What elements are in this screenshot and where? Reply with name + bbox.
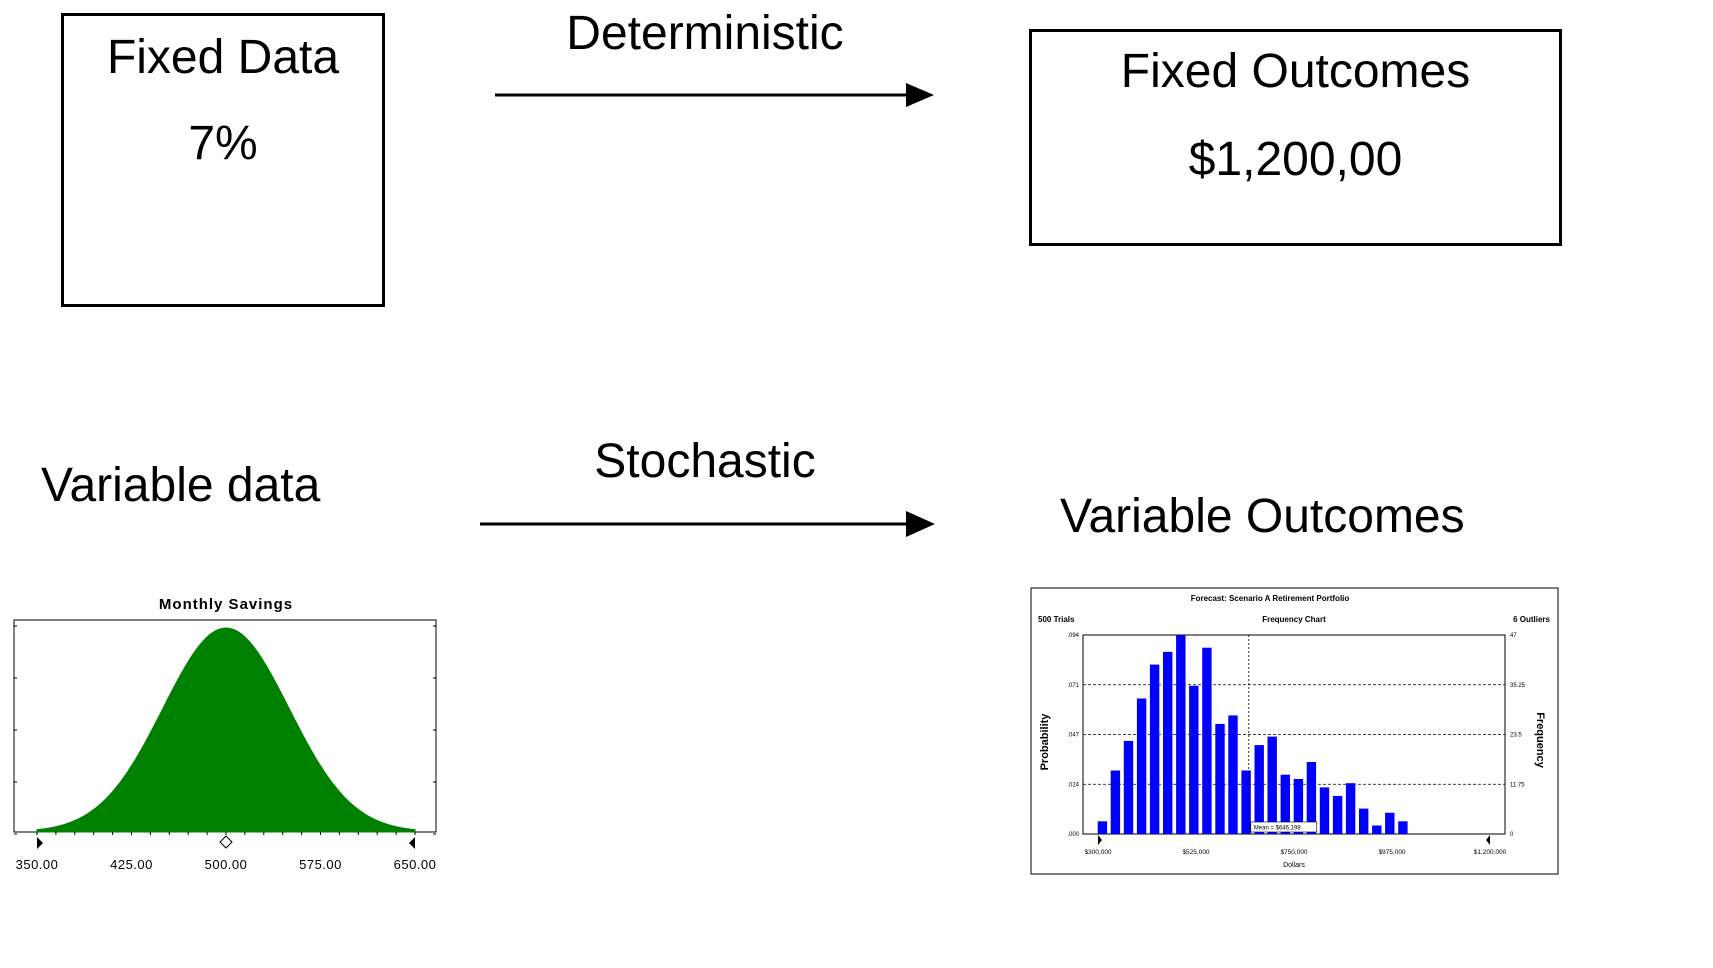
deterministic-arrow — [495, 83, 934, 107]
histogram-x-tick-label: $750,000 — [1280, 849, 1307, 856]
histogram-bar — [1385, 812, 1395, 834]
histogram-y-right-tick-label: 35.25 — [1510, 683, 1526, 689]
variable-outcomes-title: Variable Outcomes — [1060, 490, 1465, 543]
fixed-data-value: 7% — [188, 117, 258, 170]
histogram-x-tick-label: $300,000 — [1084, 849, 1111, 856]
forecast-chart-subtitle: Frequency Chart — [1262, 615, 1326, 624]
forecast-trials-label: 500 Trials — [1038, 615, 1075, 624]
histogram-bar — [1254, 745, 1264, 834]
histogram-bar — [1267, 736, 1277, 834]
histogram-bar — [1110, 770, 1121, 834]
fixed-data-title: Fixed Data — [106, 31, 340, 84]
histogram-mean-label: Mean = $646,198 — [1254, 826, 1302, 832]
histogram-bar — [1345, 783, 1356, 834]
histogram-bar — [1202, 647, 1212, 834]
forecast-ylabel-left: Probability — [1039, 713, 1051, 771]
histogram-bar — [1136, 698, 1147, 834]
forecast-outliers-label: 6 Outliers — [1513, 615, 1550, 624]
histogram-bar — [1293, 779, 1304, 834]
histogram-bar — [1228, 715, 1238, 834]
forecast-frequency-chart: Forecast: Scenario A Retirement Portfoli… — [1030, 587, 1559, 875]
forecast-chart-title: Forecast: Scenario A Retirement Portfoli… — [1191, 594, 1350, 603]
histogram-x-tick-label: $1,200,000 — [1474, 849, 1507, 856]
normal-x-tick-label: 350.00 — [16, 857, 59, 872]
histogram-bar — [1241, 770, 1251, 834]
histogram-y-left-tick-label: .071 — [1067, 683, 1079, 689]
histogram-bar — [1332, 795, 1343, 834]
stochastic-label: Stochastic — [594, 435, 816, 488]
histogram-max-marker-icon — [1486, 835, 1490, 845]
fixed-outcomes-value: $1,200,00 — [1188, 133, 1403, 186]
histogram-y-right-tick-label: 0 — [1510, 832, 1514, 838]
min-marker-icon — [37, 837, 43, 849]
histogram-min-marker-icon — [1098, 835, 1102, 845]
normal-x-tick-label: 425.00 — [110, 857, 153, 872]
histogram-y-right-tick-label: 11.75 — [1510, 782, 1525, 788]
variable-data-title: Variable data — [41, 459, 321, 512]
histogram-y-left-tick-label: .000 — [1067, 832, 1079, 838]
histogram-bar — [1123, 740, 1134, 834]
fixed-outcomes-title: Fixed Outcomes — [1120, 45, 1471, 98]
normal-x-tick-label: 500.00 — [205, 857, 248, 872]
histogram-mean-label-box — [1250, 821, 1318, 833]
histogram-bar — [1280, 774, 1290, 834]
histogram-bar — [1372, 825, 1382, 834]
fixed-outcomes-box: Fixed Outcomes $1,200,00 — [1029, 29, 1562, 246]
mean-marker-icon — [219, 835, 233, 849]
histogram-y-right-tick-label: 23.5 — [1510, 733, 1522, 739]
histogram-bar — [1176, 635, 1186, 834]
forecast-ylabel-right: Frequency — [1534, 712, 1546, 769]
histogram-bar — [1319, 787, 1330, 834]
max-marker-icon — [409, 837, 415, 849]
fixed-data-box: Fixed Data 7% — [61, 13, 385, 307]
histogram-bar — [1359, 808, 1369, 834]
histogram-bar — [1149, 664, 1160, 834]
histogram-bar — [1163, 651, 1173, 834]
stochastic-arrow — [480, 511, 935, 537]
deterministic-label: Deterministic — [566, 7, 844, 60]
monthly-savings-chart: Monthly Savings 350.00 425.00 500.00 575.00… — [13, 596, 437, 872]
histogram-y-left-tick-label: .024 — [1067, 782, 1079, 788]
histogram-bar — [1189, 685, 1199, 834]
histogram-bar — [1215, 723, 1225, 834]
histogram-y-right-tick-label: 47 — [1510, 633, 1517, 639]
forecast-xlabel: Dollars — [1283, 862, 1305, 869]
histogram-bar — [1097, 821, 1108, 834]
histogram-y-left-tick-label: .094 — [1067, 633, 1079, 639]
histogram-y-left-tick-label: .047 — [1067, 733, 1079, 739]
histogram-x-tick-label: $975,000 — [1378, 849, 1405, 856]
histogram-bar — [1398, 821, 1408, 834]
normal-x-tick-label: 575.00 — [299, 857, 342, 872]
normal-distribution-area — [36, 627, 416, 833]
normal-x-tick-label: 650.00 — [394, 857, 437, 872]
normal-chart-title: Monthly Savings — [159, 596, 293, 613]
histogram-bar — [1306, 762, 1317, 834]
histogram-x-tick-label: $525,000 — [1182, 849, 1209, 856]
